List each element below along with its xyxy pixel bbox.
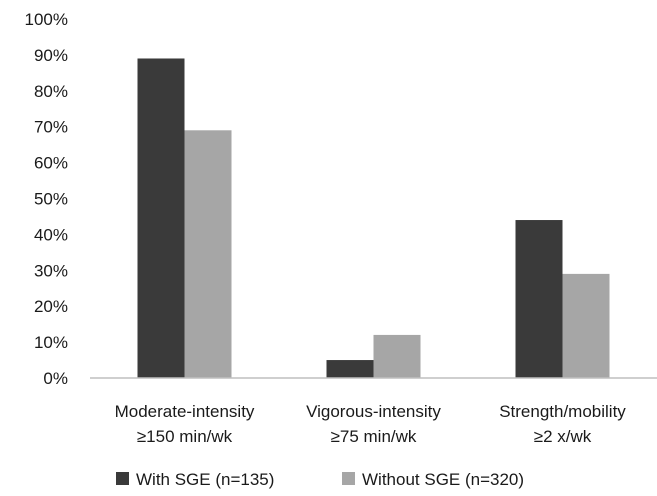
legend-label: With SGE (n=135) [136,470,274,489]
x-category-label: Vigorous-intensity [306,402,441,421]
bar-without-sge [373,334,421,378]
bar-without-sge [562,273,610,378]
bar-with-sge [326,360,374,378]
legend-swatch [342,472,355,485]
y-tick-label: 40% [34,225,68,244]
y-tick-label: 20% [34,297,68,316]
x-category-label: ≥75 min/wk [331,427,417,446]
x-axis: Moderate-intensity ≥150 min/wk Vigorous-in… [115,402,627,446]
x-category-label: ≥150 min/wk [137,427,233,446]
y-tick-label: 30% [34,261,68,280]
bar-with-sge [137,58,185,379]
legend-swatch [116,472,129,485]
y-tick-label: 60% [34,154,68,173]
bars [137,58,610,379]
legend: With SGE (n=135) Without SGE (n=320) [116,470,524,489]
y-tick-label: 90% [34,46,68,65]
y-tick-label: 100% [25,10,68,29]
bar-with-sge [515,220,563,378]
bar-without-sge [184,130,232,378]
x-category-label: Strength/mobility [499,402,626,421]
y-tick-label: 10% [34,333,68,352]
x-category-label: Moderate-intensity [115,402,255,421]
legend-label: Without SGE (n=320) [362,470,524,489]
y-axis: 0% 10% 20% 30% 40% 50% 60% 70% 80% 90% 100% [25,10,68,388]
x-category-label: ≥2 x/wk [534,427,592,446]
y-tick-label: 50% [34,190,68,209]
y-tick-label: 0% [43,369,68,388]
y-tick-label: 80% [34,82,68,101]
y-tick-label: 70% [34,118,68,137]
